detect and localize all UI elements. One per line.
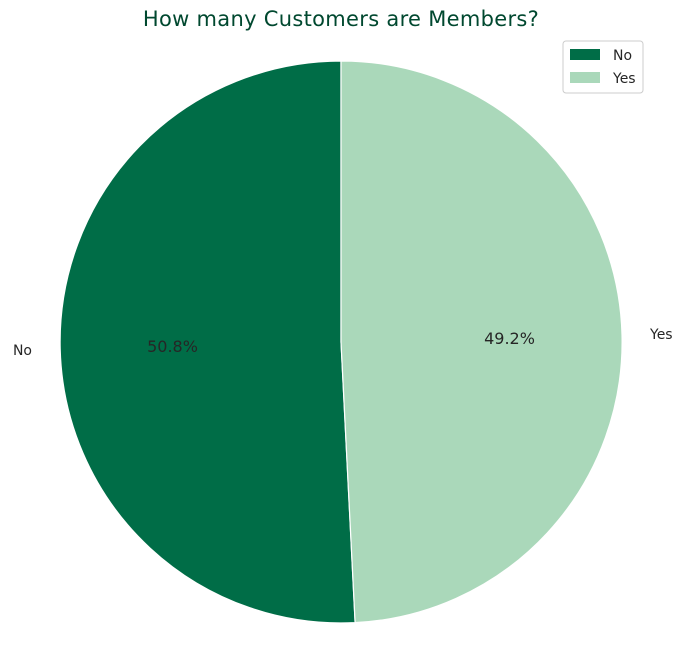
- pie-slice-no: [59, 60, 356, 624]
- chart-title: How many Customers are Members?: [143, 7, 539, 31]
- pie-slice-yes: [340, 60, 623, 624]
- slice-percent-no: 50.8%: [147, 337, 198, 356]
- legend-swatch-yes: [570, 72, 600, 83]
- legend-swatch-no: [570, 49, 600, 60]
- slice-label-yes: Yes: [649, 327, 673, 343]
- pie-slices: [59, 60, 623, 624]
- slice-percent-yes: 49.2%: [484, 329, 535, 348]
- legend-label-no: No: [613, 48, 632, 64]
- legend-label-yes: Yes: [612, 71, 636, 87]
- slice-label-no: No: [13, 343, 32, 359]
- legend: No Yes: [562, 40, 644, 94]
- pie-labels: No 50.8% Yes 49.2%: [13, 327, 673, 359]
